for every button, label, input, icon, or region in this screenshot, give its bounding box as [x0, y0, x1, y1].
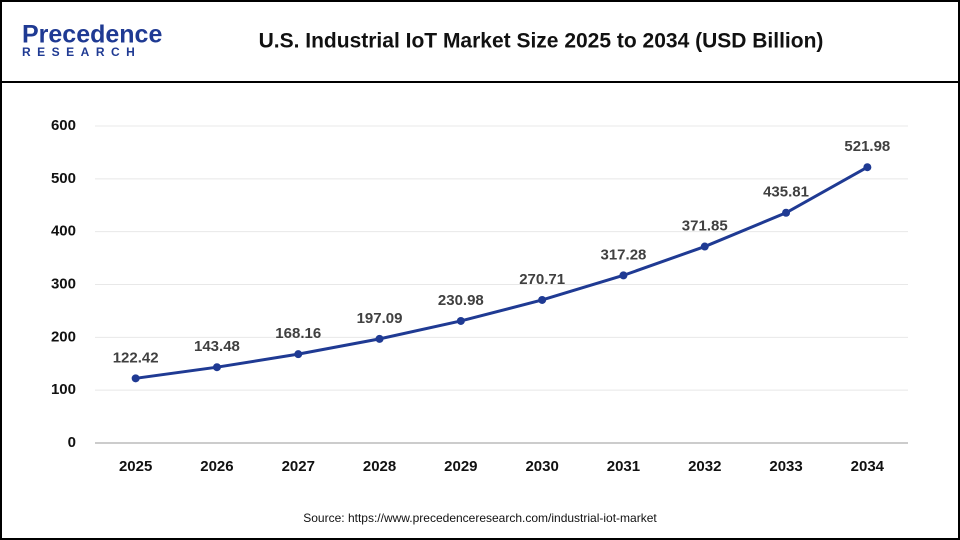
- point: [456, 316, 465, 325]
- point: [375, 334, 384, 343]
- value-label: 435.81: [763, 184, 809, 201]
- value-label: 270.71: [519, 271, 565, 288]
- point: [212, 363, 221, 372]
- x-tick-label: 2033: [769, 458, 802, 475]
- x-tick-label: 2029: [444, 458, 477, 475]
- value-label: 143.48: [194, 338, 240, 355]
- y-tick-label: 200: [51, 328, 76, 345]
- point: [294, 350, 303, 359]
- y-tick-label: 0: [68, 434, 76, 451]
- line: [135, 165, 869, 380]
- y-tick-label: 600: [51, 117, 76, 134]
- value-label: 230.98: [438, 292, 484, 309]
- x-tick-label: 2034: [851, 458, 885, 475]
- x-tick-label: 2030: [525, 458, 558, 475]
- value-label: 521.98: [844, 138, 890, 155]
- logo-name: Precedence: [22, 21, 162, 49]
- value-label: 168.16: [275, 325, 321, 342]
- y-tick-label: 400: [51, 223, 76, 240]
- source: Source: https://www.precedenceresearch.c…: [303, 511, 657, 525]
- x-tick-label: 2027: [282, 458, 315, 475]
- point: [782, 208, 791, 217]
- point: [619, 271, 628, 280]
- x-tick-label: 2028: [363, 458, 396, 475]
- point: [863, 163, 872, 172]
- y-tick-label: 500: [51, 170, 76, 187]
- value-label: 122.42: [113, 349, 159, 366]
- x-tick-label: 2026: [200, 458, 233, 475]
- value-label: 371.85: [682, 218, 728, 235]
- y-tick-label: 100: [51, 381, 76, 398]
- logo-tagline: RESEARCH: [22, 45, 141, 59]
- value-label: 197.09: [357, 310, 403, 327]
- x-tick-label: 2025: [119, 458, 152, 475]
- point: [700, 242, 709, 251]
- x-tick-label: 2031: [607, 458, 640, 475]
- chart-title: U.S. Industrial IoT Market Size 2025 to …: [259, 30, 824, 53]
- x-tick-label: 2032: [688, 458, 721, 475]
- value-label: 317.28: [601, 246, 647, 263]
- point: [131, 374, 140, 383]
- point: [538, 295, 547, 304]
- y-tick-label: 300: [51, 275, 76, 292]
